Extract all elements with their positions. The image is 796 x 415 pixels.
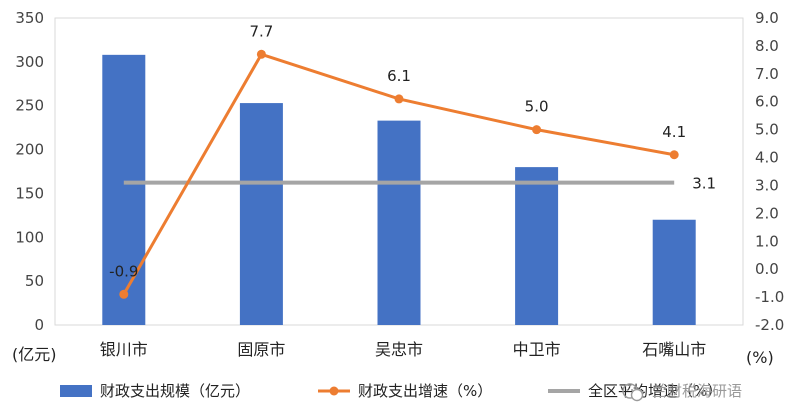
legend-swatch-bar — [60, 385, 92, 397]
average-data-label: 3.1 — [692, 175, 716, 193]
category-label: 银川市 — [100, 340, 148, 359]
left-tick-label: 350 — [15, 9, 44, 27]
right-tick-label: -1.0 — [755, 288, 784, 306]
legend-label: 财政支出规模（亿元） — [100, 382, 250, 400]
growth-series: -0.9 7.7 6.1 5.0 4.1 — [109, 22, 686, 299]
right-tick-label: 0.0 — [755, 260, 779, 278]
watermark-text: 兰财税海研语 — [652, 382, 742, 400]
average-series: 3.1 — [123, 175, 716, 193]
right-tick-label: 9.0 — [755, 9, 779, 27]
growth-data-label: -0.9 — [109, 262, 138, 280]
growth-point — [532, 125, 542, 135]
left-tick-label: 0 — [34, 316, 44, 334]
right-tick-label: 3.0 — [755, 176, 779, 194]
right-tick-label: -2.0 — [755, 316, 784, 334]
left-tick-label: 250 — [15, 97, 44, 115]
growth-point — [119, 289, 129, 299]
left-tick-label: 150 — [15, 184, 44, 202]
legend-swatch-marker — [329, 386, 339, 396]
right-tick-label: 6.0 — [755, 93, 779, 111]
right-tick-label: 5.0 — [755, 121, 779, 139]
growth-point — [669, 150, 679, 160]
growth-data-label: 4.1 — [662, 123, 686, 141]
right-tick-label: 1.0 — [755, 232, 779, 250]
wechat-icon — [622, 383, 644, 402]
category-label: 吴忠市 — [375, 340, 423, 359]
left-axis-unit: (亿元) — [12, 345, 57, 364]
left-tick-label: 200 — [15, 141, 44, 159]
category-label: 石嘴山市 — [642, 340, 706, 359]
legend-label: 全区平均增速（%） — [588, 382, 722, 400]
left-tick-label: 50 — [25, 272, 44, 290]
bar-series — [102, 54, 696, 326]
right-tick-label: 8.0 — [755, 37, 779, 55]
category-axis: 银川市 固原市 吴忠市 中卫市 石嘴山市 — [100, 340, 706, 359]
right-tick-label: 2.0 — [755, 204, 779, 222]
bar — [239, 103, 283, 325]
bar — [515, 167, 559, 325]
right-axis-unit: (%) — [746, 348, 774, 367]
bar — [652, 219, 696, 325]
category-label: 中卫市 — [513, 340, 561, 359]
bar — [102, 54, 146, 326]
legend-label: 财政支出增速（%） — [358, 382, 492, 400]
right-tick-label: 7.0 — [755, 65, 779, 83]
left-axis: 0 50 100 150 200 250 300 350 — [15, 9, 44, 334]
growth-point — [256, 49, 266, 59]
left-tick-label: 100 — [15, 228, 44, 246]
growth-data-label: 7.7 — [249, 22, 273, 40]
legend: 财政支出规模（亿元） 财政支出增速（%） 全区平均增速（%） — [60, 382, 722, 400]
bar — [377, 120, 421, 325]
left-tick-label: 300 — [15, 53, 44, 71]
growth-data-label: 5.0 — [525, 98, 549, 116]
watermark: 兰财税海研语 — [622, 382, 742, 402]
growth-point — [394, 94, 404, 104]
right-tick-label: 4.0 — [755, 149, 779, 167]
category-label: 固原市 — [237, 340, 285, 359]
growth-data-label: 6.1 — [387, 67, 411, 85]
right-axis: -2.0 -1.0 0.0 1.0 2.0 3.0 4.0 5.0 6.0 7.0 8.0 9.0 — [755, 9, 784, 334]
